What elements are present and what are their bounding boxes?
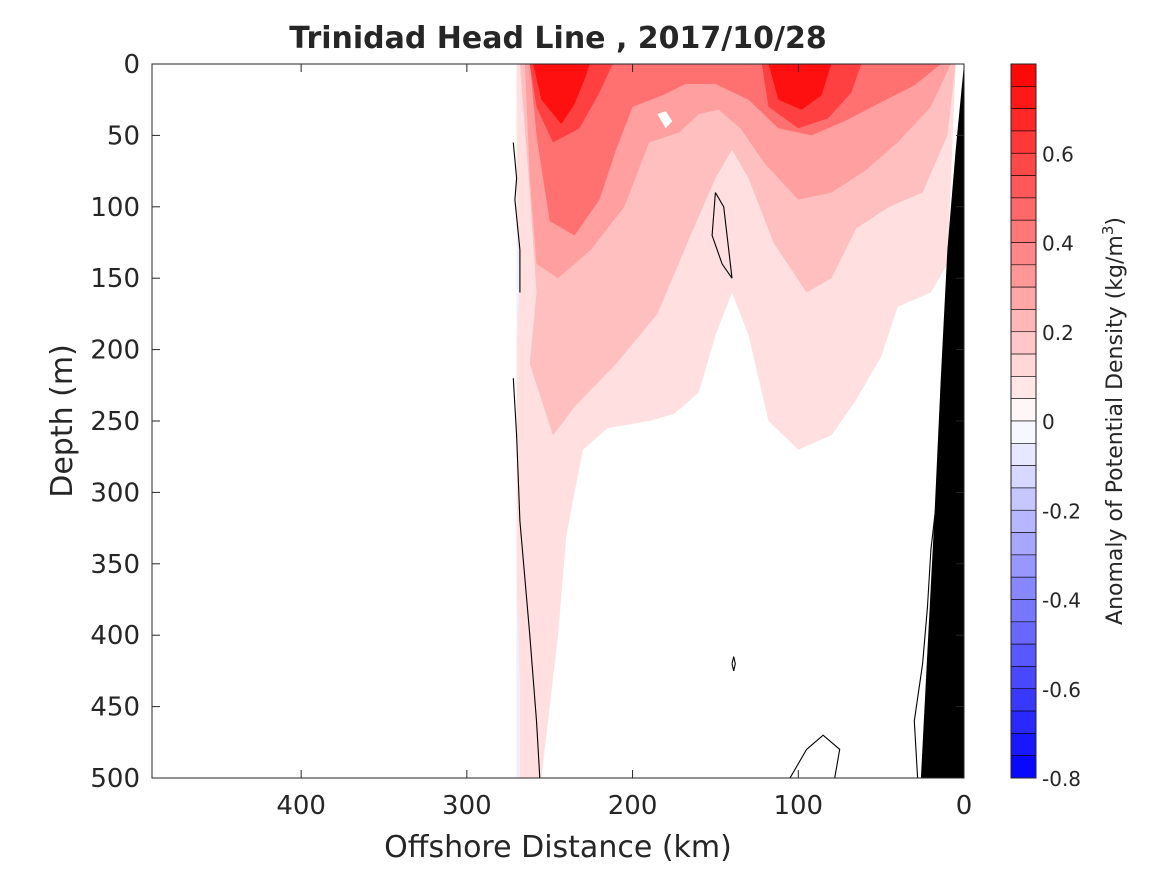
colorbar-band xyxy=(1010,733,1037,756)
colorbar-band xyxy=(1010,487,1037,511)
y-tick-label: 50 xyxy=(107,121,140,151)
colorbar-tick-label: 0 xyxy=(1042,410,1055,434)
zero-contours xyxy=(512,142,939,778)
contour-line-3 xyxy=(731,656,736,672)
x-tick-label: 200 xyxy=(608,791,658,821)
colorbar-frame xyxy=(1010,63,1037,779)
colorbar-band xyxy=(1010,242,1037,266)
contour-line-5 xyxy=(913,492,939,778)
x-tick-label: 100 xyxy=(773,791,823,821)
colorbar-band xyxy=(1010,331,1037,355)
y-tick-label: 150 xyxy=(90,264,140,294)
colorbar-tick-label: 0.2 xyxy=(1042,321,1074,345)
colorbar-band xyxy=(1010,309,1037,333)
x-axis-ticks: 400 300 200 100 0 xyxy=(276,64,972,821)
colorbar-band xyxy=(1010,420,1037,444)
anomaly-region-9 xyxy=(516,206,520,350)
contour-line-4 xyxy=(789,734,841,778)
anomaly-region-10 xyxy=(516,578,520,778)
colorbar xyxy=(1010,63,1037,779)
colorbar-band xyxy=(1010,443,1037,466)
colorbar-band xyxy=(1010,710,1037,734)
y-tick-label: 350 xyxy=(90,550,140,580)
colorbar-band xyxy=(1010,86,1037,109)
colorbar-band xyxy=(1010,509,1037,533)
colorbar-label-main: Anomaly of Potential Density (kg/m xyxy=(1103,235,1128,625)
colorbar-band xyxy=(1010,599,1037,623)
colorbar-band xyxy=(1010,286,1037,310)
y-tick-label: 0 xyxy=(123,50,140,80)
colorbar-band xyxy=(1010,398,1037,422)
colorbar-band xyxy=(1010,576,1037,600)
y-tick-label: 250 xyxy=(90,407,140,437)
chart-title: Trinidad Head Line , 2017/10/28 xyxy=(289,21,826,56)
y-tick-label: 300 xyxy=(90,478,140,508)
colorbar-label-sup: 3 xyxy=(1099,226,1117,236)
colorbar-band xyxy=(1010,376,1037,399)
bathymetry xyxy=(920,64,964,778)
colorbar-band xyxy=(1010,63,1037,87)
colorbar-label: Anomaly of Potential Density (kg/m3) xyxy=(1099,217,1128,625)
colorbar-band xyxy=(1010,175,1037,199)
x-axis-label: Offshore Distance (km) xyxy=(384,830,732,865)
contour-line-0 xyxy=(512,142,521,293)
anomaly-region-6 xyxy=(533,64,590,124)
colorbar-tick-label: -0.6 xyxy=(1042,678,1081,702)
density-anomaly-fill xyxy=(516,64,956,778)
colorbar-band xyxy=(1010,108,1037,132)
x-tick-label: 0 xyxy=(956,791,973,821)
x-tick-label: 300 xyxy=(442,791,492,821)
colorbar-band xyxy=(1010,554,1037,578)
y-tick-label: 500 xyxy=(90,764,140,794)
colorbar-band xyxy=(1010,643,1037,667)
colorbar-tick-label: 0.4 xyxy=(1042,232,1074,256)
colorbar-band xyxy=(1010,532,1037,556)
colorbar-band xyxy=(1010,755,1037,779)
plot-area xyxy=(152,64,964,778)
y-tick-label: 100 xyxy=(90,193,140,223)
colorbar-band xyxy=(1010,130,1037,154)
colorbar-band xyxy=(1010,666,1037,690)
anomaly-region-8 xyxy=(657,111,673,129)
colorbar-label-end: ) xyxy=(1103,217,1128,226)
colorbar-band xyxy=(1010,621,1037,645)
contour-line-2 xyxy=(711,192,733,279)
colorbar-band xyxy=(1010,688,1037,712)
contour-line-1 xyxy=(512,378,541,778)
colorbar-band xyxy=(1010,264,1037,288)
colorbar-band xyxy=(1010,197,1037,221)
colorbar-band xyxy=(1010,465,1037,489)
colorbar-tick-label: -0.4 xyxy=(1042,589,1081,613)
colorbar-tick-label: -0.2 xyxy=(1042,499,1081,523)
colorbar-tick-label: 0.6 xyxy=(1042,142,1074,166)
bathymetry-layer xyxy=(920,64,964,778)
colorbar-ticks: 0.6 0.4 0.2 0 -0.2 -0.4 -0.6 -0.8 xyxy=(1042,142,1081,791)
colorbar-band xyxy=(1010,219,1037,243)
y-tick-label: 200 xyxy=(90,336,140,366)
colorbar-tick-label: -0.8 xyxy=(1042,767,1081,791)
y-axis-label: Depth (m) xyxy=(45,344,80,498)
y-tick-label: 400 xyxy=(90,621,140,651)
colorbar-band xyxy=(1010,353,1037,377)
y-axis-ticks: 0 50 100 150 200 250 300 350 400 450 500 xyxy=(90,50,964,794)
anomaly-region-7 xyxy=(768,64,832,110)
x-tick-label: 400 xyxy=(276,791,326,821)
colorbar-band xyxy=(1010,152,1037,176)
y-tick-label: 450 xyxy=(90,693,140,723)
